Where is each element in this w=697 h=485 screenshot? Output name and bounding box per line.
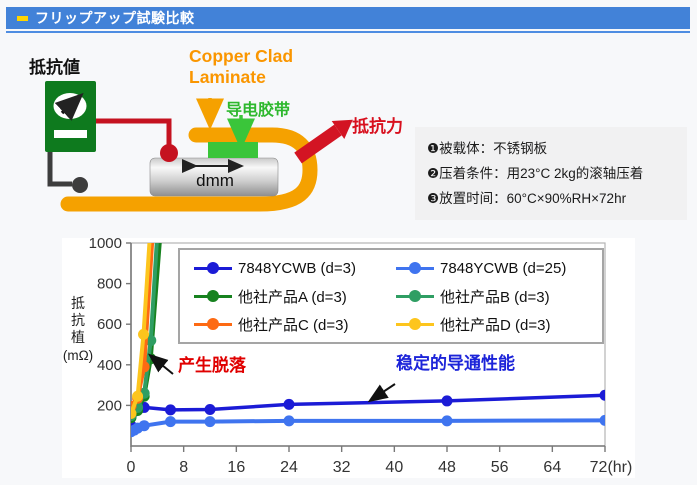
legend-label: 他社产品D (d=3) xyxy=(440,316,551,334)
series-point-5 xyxy=(132,390,144,402)
series-point-1 xyxy=(599,414,605,426)
test-conditions-box: ❶被载体：不锈钢板 ❷压着条件：用23°C 2kg的滚轴压着 ❸放置时间：60°C×… xyxy=(415,127,687,220)
legend-item: 7848YCWB (d=3) xyxy=(194,257,396,279)
legend-label: 他社产品B (d=3) xyxy=(440,288,550,306)
legend-item: 他社产品D (d=3) xyxy=(396,313,598,335)
force-label: 抵抗力 xyxy=(352,117,403,136)
x-tick-label: 32 xyxy=(333,459,351,476)
black-probe-wire xyxy=(47,152,72,187)
annotation-text-0: 产生脱落 xyxy=(178,355,247,375)
chart-legend: 7848YCWB (d=3) 7848YCWB (d=25) 他社产品A (d=3)… xyxy=(178,248,604,344)
legend-item: 7848YCWB (d=25) xyxy=(396,257,598,279)
copper-clad-label-line1: Copper Clad xyxy=(189,46,294,66)
legend-marker xyxy=(194,318,232,331)
red-probe-wire xyxy=(96,118,172,146)
x-tick-label: 24 xyxy=(280,459,298,476)
legend-label: 他社产品C (d=3) xyxy=(238,316,349,334)
series-point-1 xyxy=(165,416,176,428)
title-bar: フリップアップ試験比較 xyxy=(6,7,690,29)
y-tick-label: 600 xyxy=(97,316,122,333)
cylinder-label: dmm xyxy=(196,171,234,190)
legend-marker xyxy=(194,290,232,303)
title-underline xyxy=(6,31,690,33)
red-probe-contact xyxy=(160,144,178,162)
line-chart: 200 400 600 800 1000 0 8 16 24 32 40 48 56 64 72(hr) 抵抗… xyxy=(63,235,633,476)
annotation-arrow-0 xyxy=(147,353,174,375)
x-tick-label: 56 xyxy=(491,459,509,476)
series-point-1 xyxy=(283,415,295,427)
x-tick-label: 72(hr) xyxy=(590,459,633,476)
series-point-1 xyxy=(441,415,453,427)
series-line-1 xyxy=(131,418,605,434)
series-point-5 xyxy=(138,328,150,340)
legend-label: 7848YCWB (d=25) xyxy=(440,259,567,277)
y-tick-label: 400 xyxy=(97,357,122,374)
x-tick-label: 0 xyxy=(127,459,136,476)
page-title: フリップアップ試験比較 xyxy=(35,10,195,26)
y-tick-label: 200 xyxy=(97,397,122,414)
series-point-1 xyxy=(138,420,150,432)
series-point-1 xyxy=(204,416,216,428)
y-tick-label: 1000 xyxy=(89,238,122,252)
legend-marker xyxy=(396,318,434,331)
black-probe-contact xyxy=(72,177,88,193)
note-line: ❸放置时间：60°C×90%RH×72hr xyxy=(427,191,627,206)
force-arrow-shaft xyxy=(294,124,342,164)
series-point-0 xyxy=(204,403,216,415)
conductive-tape-shape xyxy=(208,142,258,158)
legend-label: 他社产品A (d=3) xyxy=(238,288,347,306)
copper-tape-shape xyxy=(60,127,318,212)
legend-item: 他社产品B (d=3) xyxy=(396,285,598,307)
force-arrow-head xyxy=(331,119,353,139)
legend-marker xyxy=(396,290,434,303)
copper-clad-label: Copper Clad Laminate xyxy=(189,46,293,88)
x-tick-label: 16 xyxy=(227,459,245,476)
y-axis-unit: (mΩ) xyxy=(63,348,93,363)
note-line: ❷压着条件：用23°C 2kg的滚轴压着 xyxy=(427,166,644,181)
series-point-0 xyxy=(165,404,176,416)
legend-item: 他社产品A (d=3) xyxy=(194,285,396,307)
annotation-arrow-1 xyxy=(367,383,396,403)
chart-panel: 200 400 600 800 1000 0 8 16 24 32 40 48 56 64 72(hr) 抵抗… xyxy=(62,235,635,478)
legend-marker xyxy=(396,262,434,275)
legend-marker xyxy=(194,262,232,275)
y-axis-title-char: 植 xyxy=(71,329,85,345)
legend-item: 他社产品C (d=3) xyxy=(194,313,396,335)
resistance-meter-icon xyxy=(45,81,96,152)
y-axis-title-char: 抗 xyxy=(71,312,85,328)
x-tick-label: 40 xyxy=(385,459,403,476)
x-tick-label: 8 xyxy=(179,459,188,476)
copper-clad-label-line2: Laminate xyxy=(189,67,266,87)
y-axis-title-char: 抵 xyxy=(71,295,85,311)
series-point-0 xyxy=(599,389,605,401)
conductive-tape-label: 导电胶带 xyxy=(226,102,291,119)
series-point-0 xyxy=(283,398,295,410)
series-line-5 xyxy=(131,243,152,415)
x-tick-label: 48 xyxy=(438,459,456,476)
series-point-0 xyxy=(441,395,453,407)
annotation-text-1: 稳定的导通性能 xyxy=(396,353,515,373)
series-point-5 xyxy=(131,408,137,420)
x-tick-label: 64 xyxy=(543,459,561,476)
meter-label: 抵抗値 xyxy=(29,58,80,77)
dash-icon xyxy=(17,15,28,21)
diagram-graphic xyxy=(45,81,353,212)
legend-label: 7848YCWB (d=3) xyxy=(238,259,356,277)
y-tick-label: 800 xyxy=(97,276,122,293)
test-setup-diagram: 抵抗値 Copper Clad Laminate 导电胶带 抵抗力 dmm ❶被… xyxy=(0,40,697,235)
note-line: ❶被载体：不锈钢板 xyxy=(427,141,548,156)
